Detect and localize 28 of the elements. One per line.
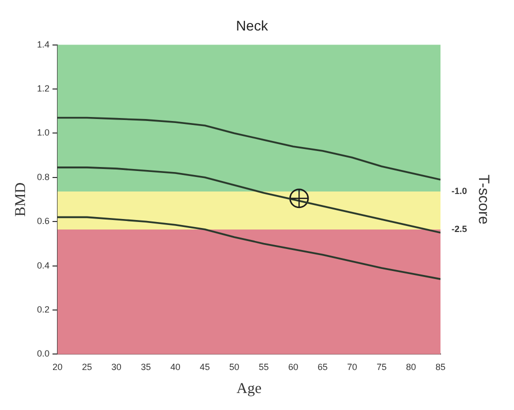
- x-tick-label: 50: [229, 362, 240, 372]
- y2-tick-label: -2.5: [451, 224, 468, 234]
- x-axis-title: Age: [236, 380, 262, 397]
- x-tick-label: 30: [111, 362, 122, 372]
- y-tick-label: 1.2: [36, 83, 50, 94]
- x-tick-label: 45: [200, 362, 210, 372]
- x-tick-label: 40: [170, 362, 180, 372]
- chart-title: Neck: [236, 17, 269, 34]
- y2-axis-title: T-score: [474, 174, 492, 225]
- y-tick-label: 1.4: [36, 39, 50, 50]
- x-tick-label: 85: [435, 362, 446, 372]
- y-tick-label: 0.4: [36, 260, 50, 270]
- x-tick-label: 20: [52, 362, 63, 372]
- y-axis-title: BMD: [12, 182, 29, 217]
- y-tick-label: 0.8: [36, 172, 50, 182]
- x-tick-label: 80: [406, 362, 416, 372]
- y2-tick-label: -1.0: [451, 186, 468, 196]
- x-tick-label: 70: [347, 362, 358, 372]
- x-tick-label: 55: [258, 362, 269, 372]
- y-tick-label: 0.0: [36, 348, 50, 359]
- x-tick-label: 35: [140, 362, 151, 372]
- x-tick-label: 25: [82, 362, 92, 372]
- y-tick-label: 0.2: [36, 304, 50, 314]
- y-tick-label: 0.6: [36, 216, 50, 226]
- x-tick-label: 75: [376, 362, 387, 372]
- x-tick-label: 60: [288, 362, 298, 372]
- x-tick-label: 65: [318, 362, 328, 372]
- y-tick-label: 1.0: [36, 128, 50, 138]
